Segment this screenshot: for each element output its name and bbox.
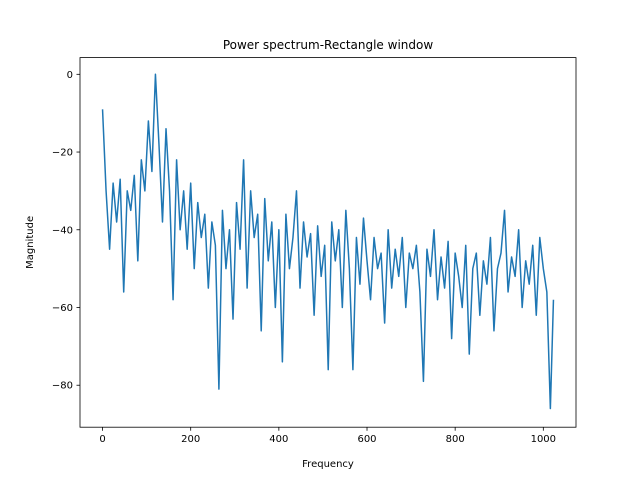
- y-tick-label: −80: [52, 381, 73, 392]
- x-tick-label: 800: [446, 434, 465, 445]
- y-tick-label: −60: [52, 303, 73, 314]
- y-tick-label: −20: [52, 148, 73, 159]
- x-axis-label: Frequency: [302, 459, 354, 470]
- x-tick-label: 1000: [531, 434, 556, 445]
- x-tick-label: 400: [269, 434, 288, 445]
- chart-title: Power spectrum-Rectangle window: [223, 38, 434, 52]
- plot-frame: [79, 57, 577, 428]
- x-tick-label: 0: [99, 434, 105, 445]
- y-tick-label: −40: [52, 225, 73, 236]
- y-axis-label: Magnitude: [25, 216, 36, 269]
- x-tick-label: 600: [357, 434, 376, 445]
- line: [101, 73, 555, 410]
- x-tick-label: 200: [181, 434, 200, 445]
- y-tick-label: 0: [67, 70, 73, 81]
